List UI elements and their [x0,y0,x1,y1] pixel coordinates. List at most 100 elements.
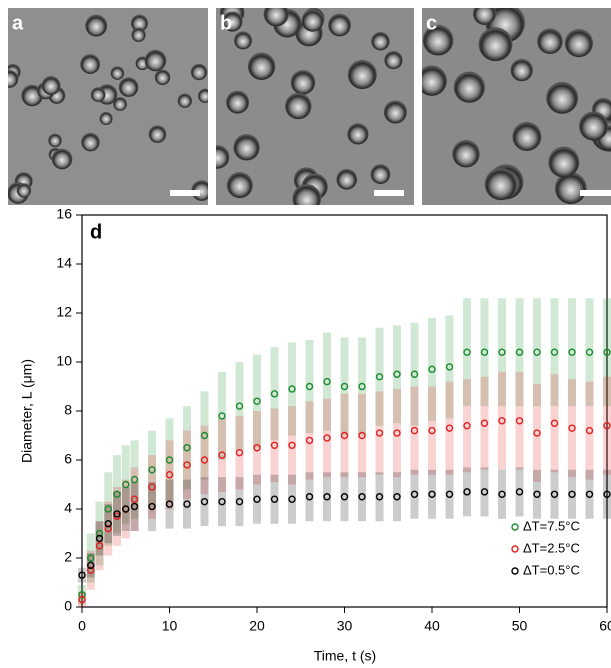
y-tick-label: 2 [64,549,72,565]
data-point [87,561,95,570]
droplet [177,93,193,108]
data-point [323,434,331,442]
data-point [498,417,506,425]
data-point [148,502,156,511]
data-point [498,348,506,356]
droplet [578,111,609,141]
data-point [95,542,104,550]
panel-label: d [90,221,102,243]
data-point [480,348,489,356]
legend-marker [511,523,519,531]
droplet [422,65,447,96]
data-point [603,422,611,430]
droplet [548,146,580,178]
x-tick-label: 40 [424,618,440,634]
data-point [375,493,384,501]
data-point [78,571,86,579]
data-point [445,424,454,432]
data-point [568,348,576,356]
droplet [484,168,517,201]
data-point [183,461,191,469]
data-point [463,488,471,496]
data-point [253,444,261,452]
data-point [235,448,244,457]
data-point [480,419,489,427]
droplet [472,8,497,25]
data-point [122,480,130,489]
data-point [130,495,139,503]
y-tick-label: 0 [64,598,72,614]
droplet [564,29,594,58]
data-point [200,497,209,506]
data-point [358,431,366,440]
data-point [498,490,506,498]
droplet [453,71,485,103]
droplet [371,32,390,51]
data-point [585,490,594,498]
scale-bar [374,190,404,196]
data-point [533,348,541,356]
data-point [78,591,86,599]
x-tick-label: 20 [249,618,265,634]
droplet [336,168,358,190]
data-point [253,397,261,405]
droplet [422,24,454,56]
data-point [603,348,611,356]
x-axis-label: Time, t (s) [314,648,376,664]
droplet [554,172,587,205]
micrograph-a [8,8,208,205]
data-point [428,490,436,498]
droplet [370,164,391,184]
droplet [190,63,208,81]
y-tick-label: 12 [56,304,72,320]
droplet [16,183,32,198]
data-point [603,490,611,498]
data-point [305,436,314,445]
data-point [410,370,419,378]
data-point [428,365,436,374]
data-point [445,490,454,498]
droplet [154,69,171,86]
droplet [347,59,377,90]
y-axis-label: Diameter, L (μm) [19,359,35,463]
data-point [165,471,174,479]
droplet [234,31,253,50]
data-point [375,373,384,381]
data-point [165,500,174,508]
data-point [480,488,489,496]
scale-bar [170,190,200,196]
x-tick-label: 30 [337,618,353,634]
droplet [144,49,167,72]
droplet [452,140,480,168]
data-point [270,495,279,503]
data-point [323,493,331,501]
panel-label: c [426,12,437,34]
legend-marker [511,567,519,575]
data-point [165,456,174,464]
data-point [288,495,296,503]
data-point [340,493,349,501]
scale-bar [580,190,611,196]
data-point [550,419,559,427]
data-point [515,488,524,496]
data-point [95,534,104,543]
legend-label: ΔT=2.5°C [523,540,580,555]
droplet [512,121,542,152]
droplet [301,9,324,32]
droplet [148,125,167,143]
data-point [445,363,454,371]
y-tick-label: 10 [56,353,72,369]
data-point [87,554,95,562]
data-point [358,382,366,391]
data-point [463,422,471,430]
droplet [478,27,513,62]
data-point [568,490,576,498]
data-point [87,566,95,574]
y-tick-label: 8 [64,402,72,418]
data-point [305,382,314,391]
data-point [148,466,156,474]
y-tick-label: 16 [56,206,72,222]
data-point [148,483,156,491]
data-point [235,402,244,410]
y-tick-label: 14 [56,255,72,271]
